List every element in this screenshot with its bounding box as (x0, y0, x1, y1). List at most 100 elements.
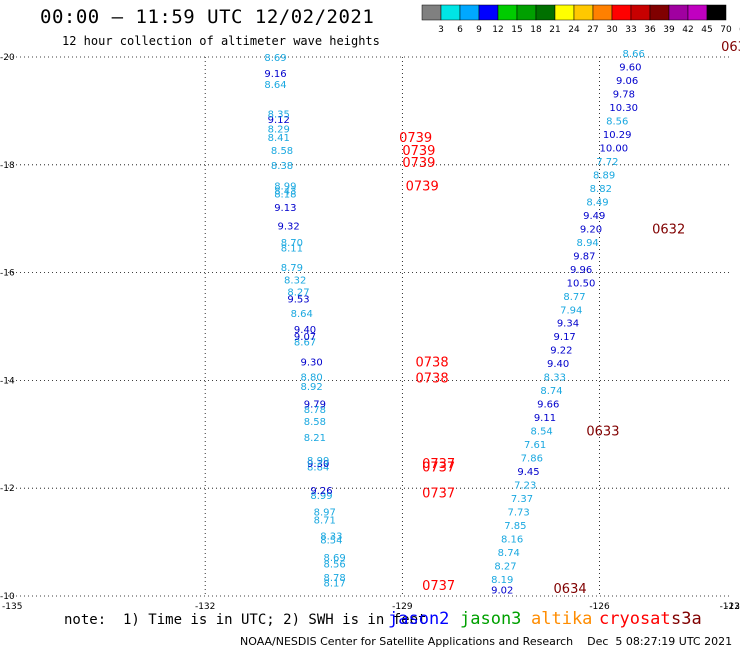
wave-height-value: 8.11 (281, 243, 303, 254)
time-label: 0737 (422, 457, 455, 472)
time-label: 0634 (554, 582, 587, 597)
colorbar-swatch (630, 4, 651, 21)
colorbar-label: 9 (476, 25, 482, 35)
wave-height-value: 8.77 (563, 292, 585, 303)
wave-height-value: 8.92 (300, 382, 322, 393)
colorbar-label: 45 (701, 25, 712, 35)
wave-height-value: 9.17 (554, 332, 576, 343)
wave-height-value: 10.50 (567, 278, 596, 289)
wave-height-value: 9.40 (547, 359, 569, 370)
wave-height-value: 9.96 (570, 265, 592, 276)
wave-height-value: 8.74 (498, 548, 520, 559)
colorbar-swatch (459, 4, 480, 21)
colorbar-label: 15 (511, 25, 522, 35)
colorbar-swatch (687, 4, 708, 21)
x-tick-label: -135 (2, 602, 22, 612)
chart-axes: -10-12-14-16-18-20-135 -132 -129 -126 -123-1… (0, 53, 740, 612)
wave-height-value: 8.94 (577, 238, 599, 249)
colorbar-swatch (421, 4, 442, 21)
page-subtitle: 12 hour collection of altimeter wave hei… (62, 34, 380, 48)
y-tick-label: -12 (0, 484, 15, 494)
wave-height-value: 9.11 (534, 413, 556, 424)
wave-height-value: 8.21 (304, 433, 326, 444)
colorbar-label: 12 (492, 25, 503, 35)
footnote: note: 1) Time is in UTC; 2) SWH is in fe… (64, 612, 427, 628)
colorbar-swatch (554, 4, 575, 21)
wave-height-value: 9.53 (287, 294, 309, 305)
x-tick-label: -12 (725, 602, 740, 612)
wave-height-value: 9.45 (517, 467, 539, 478)
colorbar-swatch (611, 4, 632, 21)
colorbar-label: 3 (438, 25, 444, 35)
wave-height-value: 8.32 (284, 276, 306, 287)
wave-height-value: 9.13 (274, 203, 296, 214)
colorbar-label: 30 (606, 25, 618, 35)
y-tick-label: -14 (0, 376, 15, 386)
wave-height-value: 9.12 (268, 115, 290, 126)
wave-height-value: 8.33 (320, 532, 342, 543)
wave-height-value: 8.99 (274, 181, 296, 192)
wave-height-value: 8.89 (593, 171, 615, 182)
wave-height-value: 8.99 (307, 456, 329, 467)
wave-height-value: 9.78 (613, 90, 635, 101)
colorbar-swatch (649, 4, 670, 21)
wave-height-value: 8.97 (314, 507, 336, 518)
wave-height-value: 8.54 (320, 535, 342, 546)
wave-height-value: 8.74 (540, 386, 562, 397)
time-label: 0739 (402, 156, 435, 171)
wave-height-value: 8.49 (586, 197, 608, 208)
wave-height-value: 9.16 (264, 69, 286, 80)
colorbar-label: 70 (720, 25, 732, 35)
colorbar-label: 33 (625, 25, 636, 35)
legend-cryosat: cryosat (599, 609, 671, 629)
y-tick-label: -18 (0, 161, 15, 171)
wave-height-value: 8.27 (494, 561, 516, 572)
wave-height-value: 8.29 (268, 125, 290, 136)
wave-height-value: 10.30 (609, 103, 638, 114)
time-label: 0739 (399, 131, 432, 146)
wave-height-value: 9.32 (277, 222, 299, 233)
colorbar-swatch (573, 4, 594, 21)
wave-height-value: 8.78 (323, 573, 345, 584)
wave-height-value: 8.78 (304, 405, 326, 416)
wave-height-value: 7.61 (524, 440, 546, 451)
wave-height-value: 9.60 (619, 63, 641, 74)
wave-height-value: 8.56 (323, 560, 345, 571)
wave-height-value: 7.37 (511, 494, 533, 505)
wave-height-value: 8.54 (531, 427, 553, 438)
y-tick-label: -16 (0, 269, 15, 279)
colorbar-label: 6 (457, 25, 463, 35)
wave-height-value: 9.26 (310, 486, 332, 497)
colorbar-swatch (497, 4, 518, 21)
wave-height-value: 9.49 (583, 211, 605, 222)
legend-s3a: s3a (671, 609, 702, 629)
time-label: 0738 (416, 372, 449, 387)
data-labels: 8.178.788.568.698.548.338.718.978.999.26… (264, 49, 644, 596)
time-label: 0631 (721, 40, 740, 55)
wave-height-value: 8.27 (287, 287, 309, 298)
wave-height-value: 7.85 (504, 521, 526, 532)
time-labels: 0737073707370737073807380739073907390739… (399, 40, 740, 597)
time-label: 0738 (416, 356, 449, 371)
wave-height-value: 10.00 (600, 144, 629, 155)
legend-altika: altika (531, 609, 593, 629)
wave-height-value: 8.41 (268, 133, 290, 144)
wave-height-value: 8.64 (291, 309, 313, 320)
wave-height-value: 8.69 (323, 553, 345, 564)
legend-jason2: jason2 (388, 609, 450, 629)
colorbar-label: 27 (587, 25, 598, 35)
y-tick-label: -20 (0, 53, 15, 63)
wave-height-value: 8.17 (323, 579, 345, 590)
colorbar-label: 24 (568, 25, 580, 35)
wave-height-value: 8.71 (314, 515, 336, 526)
time-label: 0739 (406, 179, 439, 194)
wave-height-value: 9.20 (580, 224, 602, 235)
colorbar-swatch (535, 4, 556, 21)
legend-jason3: jason3 (460, 609, 522, 629)
wave-height-value: 9.79 (304, 400, 326, 411)
wave-height-value: 7.23 (514, 480, 536, 491)
wave-height-value: 8.79 (281, 263, 303, 274)
wave-height-value: 10.29 (603, 130, 632, 141)
